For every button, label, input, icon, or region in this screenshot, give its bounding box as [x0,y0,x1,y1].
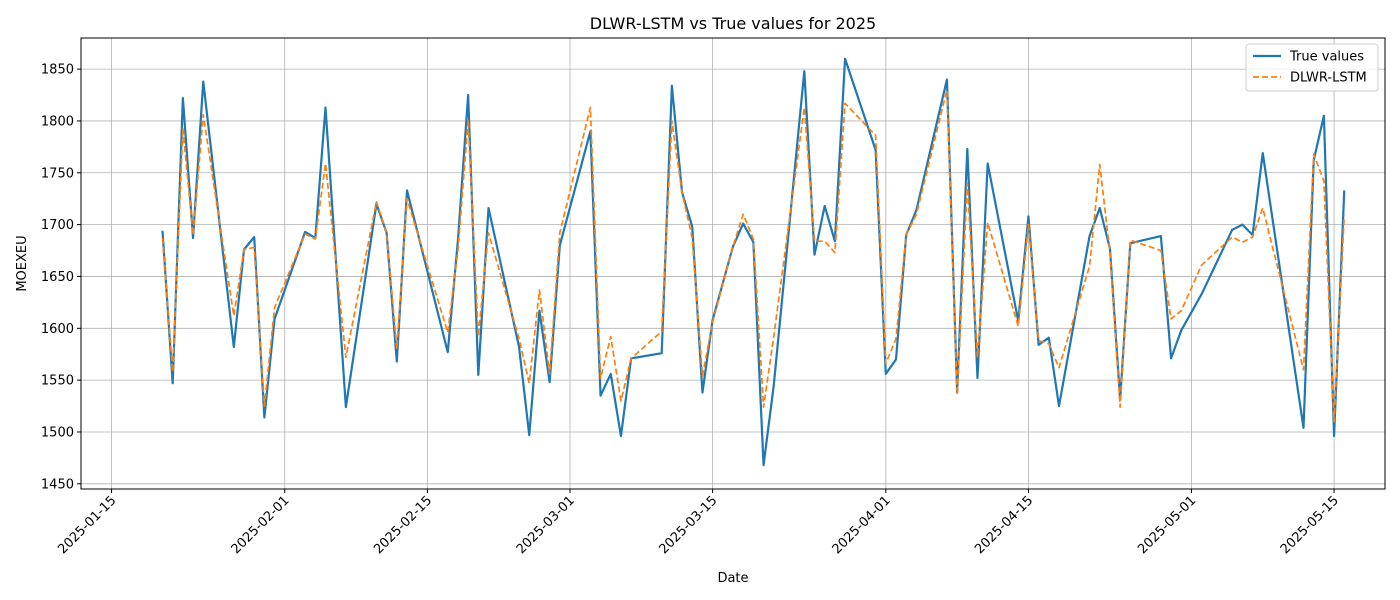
series-line-true-values [161,57,1346,467]
chart-title: DLWR-LSTM vs True values for 2025 [590,14,876,33]
y-tick-label: 1600 [41,322,74,337]
y-tick-label: 1650 [41,270,74,285]
y-tick-label: 1800 [41,114,74,129]
y-axis-title: MOEXEU [15,235,30,291]
legend-label: True values [1289,50,1364,65]
y-tick-label: 1550 [41,374,74,389]
x-axis-title: Date [717,571,748,586]
y-tick-label: 1750 [41,166,74,181]
series-line-dlwr-lstm [161,88,1346,423]
legend-label: DLWR-LSTM [1290,71,1367,86]
y-tick-label: 1450 [41,477,74,492]
y-axis: 1450 1500 1550 1600 1650 1700 1750 1800 1850 [41,63,81,492]
y-tick-label: 1500 [41,425,74,440]
plot-frame [80,37,1386,490]
plot-lines [161,57,1346,467]
y-tick-label: 1850 [41,63,74,78]
grid [81,38,1385,489]
legend: True values DLWR-LSTM [1245,43,1379,92]
y-tick-label: 1700 [41,218,74,233]
